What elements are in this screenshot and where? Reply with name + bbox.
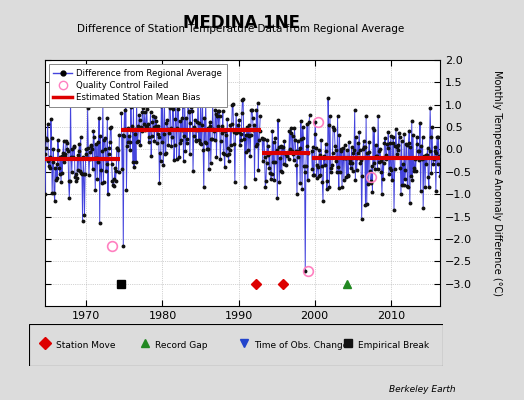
Text: Empirical Break: Empirical Break [358,341,429,350]
Y-axis label: Monthly Temperature Anomaly Difference (°C): Monthly Temperature Anomaly Difference (… [492,70,501,296]
Text: Time of Obs. Change: Time of Obs. Change [255,341,349,350]
Text: Station Move: Station Move [56,341,115,350]
Text: Berkeley Earth: Berkeley Earth [389,385,456,394]
Text: Record Gap: Record Gap [155,341,208,350]
Legend: Difference from Regional Average, Quality Control Failed, Estimated Station Mean: Difference from Regional Average, Qualit… [49,64,226,107]
Text: Difference of Station Temperature Data from Regional Average: Difference of Station Temperature Data f… [78,24,405,34]
Text: MEDINA 1NE: MEDINA 1NE [182,14,300,32]
